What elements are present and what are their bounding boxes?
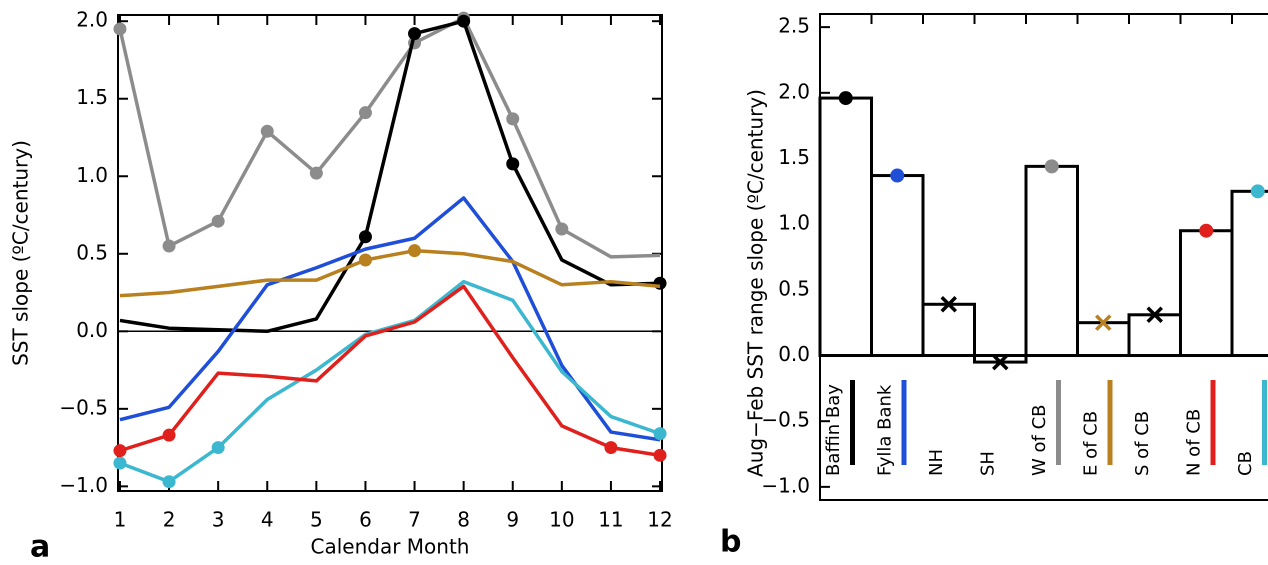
point-marker bbox=[1199, 223, 1214, 238]
point-marker bbox=[358, 253, 372, 267]
point-marker bbox=[653, 427, 667, 441]
point-marker bbox=[358, 106, 372, 120]
x-tick-label: 12 bbox=[647, 508, 672, 532]
bar bbox=[1179, 229, 1234, 358]
point-marker bbox=[653, 448, 667, 462]
category-label: SH bbox=[978, 451, 999, 476]
panel-label: b bbox=[720, 525, 741, 560]
point-marker bbox=[162, 239, 176, 253]
bar bbox=[818, 96, 873, 358]
y-tick-label: 0.0 bbox=[778, 342, 810, 366]
point-marker bbox=[408, 27, 422, 41]
point-marker bbox=[113, 456, 127, 470]
category-label: S of CB bbox=[1132, 411, 1153, 476]
y-tick-label: 1.5 bbox=[76, 85, 108, 109]
series-line bbox=[119, 196, 661, 442]
x-tick-label: 10 bbox=[549, 508, 574, 532]
bar bbox=[1230, 189, 1268, 358]
point-marker bbox=[890, 168, 905, 183]
x-tick-label: 3 bbox=[212, 508, 225, 532]
y-tick-label: 2.0 bbox=[76, 8, 108, 32]
y-tick-label: 1.0 bbox=[76, 163, 108, 187]
x-tick-label: 1 bbox=[114, 508, 127, 532]
series-line bbox=[119, 284, 661, 458]
y-axis-label: Aug−Feb SST range slope (ºC/century) bbox=[744, 89, 768, 477]
y-tick-label: 0.5 bbox=[778, 276, 810, 300]
point-marker bbox=[260, 124, 274, 138]
point-marker bbox=[1146, 306, 1163, 324]
panel-label: a bbox=[30, 530, 50, 565]
y-tick-label: −1.0 bbox=[59, 473, 108, 497]
y-tick-label: 0.0 bbox=[76, 318, 108, 342]
point-marker bbox=[555, 222, 569, 236]
y-tick-label: 2.0 bbox=[778, 79, 810, 103]
point-marker bbox=[506, 112, 520, 126]
bar bbox=[1024, 164, 1079, 358]
point-marker bbox=[358, 230, 372, 244]
x-tick-label: 4 bbox=[261, 508, 274, 532]
series-line bbox=[119, 279, 661, 484]
category-label: W of CB bbox=[1029, 404, 1050, 476]
bar bbox=[1127, 313, 1182, 358]
category-label: E of CB bbox=[1081, 411, 1102, 476]
category-label: N of CB bbox=[1184, 409, 1205, 476]
series-line bbox=[118, 16, 661, 259]
point-marker bbox=[1250, 184, 1265, 199]
label-color-bar bbox=[1262, 380, 1267, 465]
bar bbox=[870, 174, 925, 358]
category-label: CB bbox=[1235, 451, 1256, 476]
series-line bbox=[119, 248, 661, 298]
x-tick-label: 5 bbox=[310, 508, 323, 532]
x-tick-label: 2 bbox=[163, 508, 176, 532]
point-marker bbox=[408, 244, 422, 258]
label-color-bar bbox=[1107, 380, 1113, 465]
x-tick-label: 11 bbox=[598, 508, 623, 532]
y-tick-label: 1.0 bbox=[778, 211, 810, 235]
series-line bbox=[119, 19, 661, 334]
point-marker bbox=[1044, 159, 1059, 174]
point-marker bbox=[211, 214, 225, 228]
category-label: Fylla Bank bbox=[875, 384, 896, 476]
point-marker bbox=[1095, 314, 1112, 331]
x-tick-label: 6 bbox=[359, 508, 372, 532]
point-marker bbox=[992, 353, 1009, 371]
bar bbox=[1076, 321, 1131, 358]
point-marker bbox=[653, 276, 667, 290]
y-tick-label: −1.0 bbox=[761, 473, 810, 497]
x-tick-label: 9 bbox=[506, 508, 519, 532]
x-axis-label: Calendar Month bbox=[311, 535, 470, 559]
point-marker bbox=[113, 22, 127, 36]
point-marker bbox=[940, 296, 957, 313]
label-color-bar bbox=[850, 380, 855, 465]
category-label: Baffin Bay bbox=[823, 384, 844, 476]
point-marker bbox=[309, 166, 323, 180]
point-marker bbox=[162, 475, 176, 489]
y-axis-label: SST slope (ºC/century) bbox=[9, 140, 33, 366]
point-marker bbox=[162, 428, 176, 442]
x-tick-label: 8 bbox=[457, 508, 470, 532]
plot-frame bbox=[117, 14, 663, 492]
y-tick-label: 2.5 bbox=[778, 14, 810, 38]
label-color-bar bbox=[1210, 380, 1216, 465]
bar bbox=[921, 302, 976, 358]
point-marker bbox=[604, 441, 618, 455]
point-marker bbox=[211, 441, 225, 455]
y-tick-label: −0.5 bbox=[761, 408, 810, 432]
point-marker bbox=[506, 157, 520, 171]
y-tick-label: −0.5 bbox=[59, 395, 108, 419]
label-color-bar bbox=[901, 380, 907, 465]
point-marker bbox=[457, 14, 471, 28]
point-marker bbox=[838, 91, 853, 106]
y-tick-label: 0.5 bbox=[76, 240, 108, 264]
y-tick-label: 1.5 bbox=[778, 145, 810, 169]
label-color-bar bbox=[1056, 380, 1061, 465]
category-label: NH bbox=[926, 449, 947, 476]
point-marker bbox=[113, 444, 127, 458]
x-tick-label: 7 bbox=[408, 508, 421, 532]
